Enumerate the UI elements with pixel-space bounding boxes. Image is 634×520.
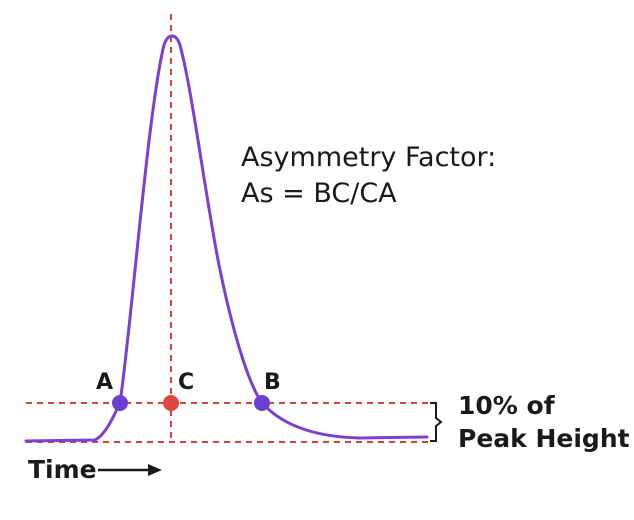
threshold-label-line1: 10% of bbox=[458, 391, 556, 420]
formula-equation: As = BC/CA bbox=[241, 178, 397, 209]
peak-curve bbox=[24, 34, 429, 443]
point-a-marker bbox=[112, 395, 128, 411]
threshold-label-line2: Peak Height bbox=[458, 424, 630, 453]
formula-title: Asymmetry Factor: bbox=[241, 142, 496, 173]
point-c-label: C bbox=[178, 370, 194, 395]
time-axis-label: Time bbox=[28, 455, 97, 484]
point-b-marker bbox=[254, 395, 270, 411]
height-bracket bbox=[430, 402, 443, 442]
point-c-marker bbox=[163, 395, 179, 411]
point-b-label: B bbox=[264, 370, 281, 395]
point-a-label: A bbox=[96, 370, 113, 395]
time-arrow-head-icon bbox=[148, 464, 162, 476]
